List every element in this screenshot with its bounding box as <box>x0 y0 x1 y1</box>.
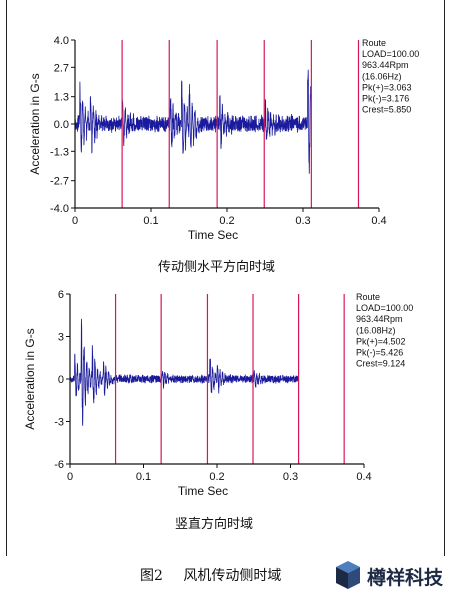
chart-1-y-tick-label-2: 2.7 <box>54 62 69 74</box>
cube-logo-icon <box>336 561 360 589</box>
chart-2-info-line-2: LOAD=100.00 <box>356 303 413 313</box>
chart-1-y-tick-label-3: 1.3 <box>54 92 69 104</box>
figure-caption: 图2 风机传动侧时域 <box>140 565 297 585</box>
chart-1-info-line-3: 963.44Rpm <box>362 60 409 70</box>
chart-2-x-tick-label-1: 0 <box>67 471 73 483</box>
chart-1-info-line-1: Route <box>362 38 386 48</box>
chart-1-x-tick-label-1: 0 <box>72 215 78 227</box>
logo-text: 樽祥科技 <box>367 567 444 589</box>
figure-title: 风机传动侧时域 <box>183 568 282 584</box>
chart-2-caption: 竖直方向时域 <box>175 517 254 532</box>
chart-1-y-tick-label-7: -4.0 <box>50 203 69 215</box>
chart-2-info-line-1: Route <box>356 292 380 302</box>
figure-number: 图2 <box>140 568 163 584</box>
chart-2-x-tick-label-2: 0.1 <box>136 471 151 483</box>
chart-2-info-line-6: Pk(-)=5.426 <box>356 348 403 358</box>
chart-1-x-tick-label-5: 0.4 <box>371 215 386 227</box>
chart-1-x-tick-label-3: 0.2 <box>219 215 234 227</box>
chart-2-y-tick-label-2: 3 <box>58 332 64 344</box>
chart-2-waveform <box>69 318 299 426</box>
chart-canvas: 4.02.71.30.0-1.3-2.7-4.00 0.1 0.2 0.3 0.4Tim… <box>23 35 419 498</box>
chart-1-y-tick-label-1: 4.0 <box>54 35 69 47</box>
chart-1-y-tick-label-5: -1.3 <box>50 146 69 158</box>
chart-1-caption: 传动侧水平方向时域 <box>158 260 276 275</box>
chart-2-y-axis-title: Acceleration in G-s <box>23 328 37 429</box>
company-logo: 樽祥科技 <box>333 558 445 592</box>
chart-2-y-tick-label-4: -3 <box>54 417 64 429</box>
chart-2-info-line-7: Crest=9.124 <box>356 359 405 369</box>
chart-1-waveform <box>74 69 311 174</box>
chart-2-y-tick-label-1: 6 <box>58 289 64 301</box>
chart-1-y-axis-title: Acceleration in G-s <box>28 73 42 174</box>
chart-2-x-axis-title: Time Sec <box>178 484 228 498</box>
chart-1-info-line-6: Pk(-)=3.176 <box>362 94 409 104</box>
figure-frame <box>6 0 445 556</box>
chart-1-x-tick-label-2: 0.1 <box>143 215 158 227</box>
chart-2-info-line-4: (16.08Hz) <box>356 325 396 335</box>
chart-2-info-line-3: 963.44Rpm <box>356 314 403 324</box>
chart-1-info-line-7: Crest=5.850 <box>362 105 411 115</box>
chart-2-y-tick-label-5: -6 <box>54 459 64 471</box>
chart-1-x-tick-label-4: 0.3 <box>295 215 310 227</box>
chart-1-info-line-4: (16.06Hz) <box>362 71 402 81</box>
chart-2-x-tick-label-4: 0.3 <box>283 471 298 483</box>
chart-2-x-tick-label-3: 0.2 <box>209 471 224 483</box>
chart-1-info-line-2: LOAD=100.00 <box>362 49 419 59</box>
chart-1-info-line-5: Pk(+)=3.063 <box>362 82 412 92</box>
chart-2-x-tick-label-5: 0.4 <box>356 471 371 483</box>
chart-1-y-tick-label-6: -2.7 <box>50 176 69 188</box>
chart-1-x-axis-title: Time Sec <box>188 228 238 242</box>
chart-1-y-tick-label-4: 0.0 <box>54 119 69 131</box>
chart-2-info-line-5: Pk(+)=4.502 <box>356 336 406 346</box>
chart-2-y-tick-label-3: 0 <box>58 374 64 386</box>
